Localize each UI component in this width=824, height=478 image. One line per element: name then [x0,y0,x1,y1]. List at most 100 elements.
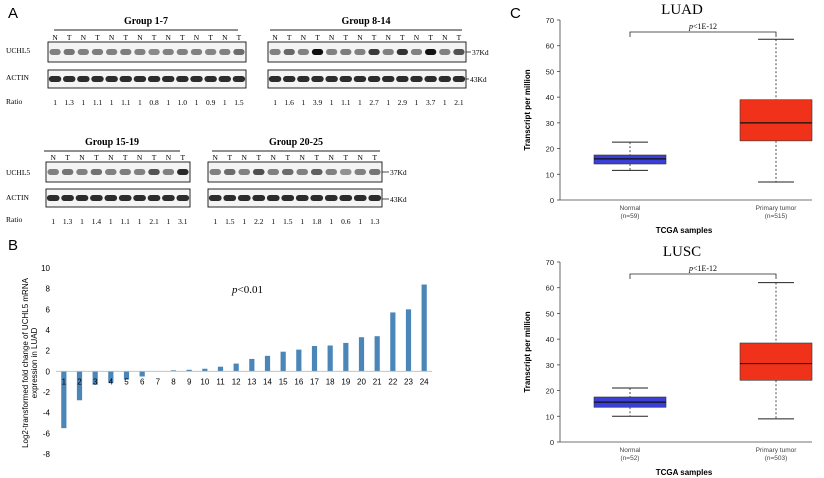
boxplot-ytick: 20 [546,387,554,396]
lane-header: T [95,33,100,42]
actin-band [161,76,175,82]
group1-title: Group 1-7 [124,16,168,27]
uchl5-band [162,169,175,175]
barchart-xtick: 18 [326,377,335,386]
boxplot-ytick: 60 [546,284,554,293]
uchl5-band [91,49,104,55]
ratio-value: 1.3 [370,217,380,226]
actin-band [353,195,367,201]
bar-13 [249,358,255,372]
uchl5-band [340,49,352,55]
lane-header: T [372,33,377,42]
uchl5-band [61,169,74,175]
boxplot-ytick: 40 [546,93,554,102]
ratio-value: 1 [330,98,334,107]
barchart-xtick: 23 [404,377,413,386]
boxplot-pvalue: p<1E-12 [688,264,717,273]
lane-header: T [256,153,261,162]
ratio-values: 1 1.3 1 1.1 1 1.1 1 0.8 1 1.0 1 0.9 1 1.5 1 1.6 1 3.9 1 1.1… [51,98,464,226]
bar-8 [170,370,177,372]
kd43-label-bottom: 43Kd [390,195,407,204]
lusc-boxplot: LUSC 0 10 20 30 40 50 60 70 Transcript per millio… [523,244,813,477]
ratio-value: 1.4 [92,217,102,226]
barchart-ytick: -2 [43,388,51,397]
actin-band [281,195,295,201]
barchart-ytick: 8 [46,285,51,294]
ratio-value: 1.6 [285,98,295,107]
lane-header: T [400,33,405,42]
uchl5-band [396,49,409,55]
actin-band [438,76,452,82]
actin-band [61,195,74,201]
kd37-label-top: 37Kd [472,48,489,57]
ratio-value: 1 [386,98,390,107]
uchl5-band [269,49,281,55]
barchart-xtick: 3 [93,377,98,386]
bar-9 [186,369,192,372]
uchl5-band [424,49,437,55]
boxplot-group-n: (n=515) [765,213,788,220]
uchl5-band [176,49,189,55]
lane-header: T [123,33,128,42]
actin-band [62,76,76,82]
lane-header: N [79,153,85,162]
western-blots [45,41,467,208]
lane-header: N [194,33,200,42]
uchl5-band [453,49,465,55]
ratio-value: 1 [195,98,199,107]
actin-band [252,195,266,201]
lane-header: T [180,33,185,42]
uchl5-band [76,169,88,175]
actin-band [410,76,423,82]
bar-19 [343,342,349,372]
ratio-value: 1.1 [121,217,131,226]
uchl5-band [325,169,338,175]
row-label-ratio-bottom: Ratio [6,215,22,224]
barchart-xtick: 24 [420,377,429,386]
ratio-value: 1 [358,98,362,107]
barchart-ytick: 4 [46,326,51,335]
lane-header: T [314,153,319,162]
uchl5-band [354,169,367,175]
uchl5-band [105,49,118,55]
ratio-value: 0.6 [341,217,351,226]
actin-band [268,76,282,82]
ratio-value: 1 [80,217,84,226]
ratio-value: 1.0 [178,98,188,107]
ratio-value: 1.8 [312,217,322,226]
actin-band [339,76,353,82]
lane-header: T [208,33,213,42]
barchart-xtick: 14 [263,377,272,386]
actin-band [104,195,118,201]
uchl5-band [297,49,310,55]
lane-header: T [152,153,157,162]
barchart-xtick: 8 [171,377,176,386]
ratio-value: 1 [242,217,246,226]
row-label-uchl5-bottom: UCHL5 [6,168,30,177]
barchart-ytick: 2 [46,347,51,356]
boxplot-ytick: 60 [546,42,554,51]
ratio-value: 1 [358,217,362,226]
ratio-value: 3.1 [178,217,188,226]
boxplot-box-normal [593,154,667,165]
barchart-xtick: 22 [388,377,397,386]
actin-band [297,76,310,82]
lane-header: T [372,153,377,162]
uchl5-band [63,49,75,55]
uchl5-band [148,49,160,55]
boxplot-xlabel: TCGA samples [656,226,713,235]
uchl5-band [410,49,423,55]
actin-band [367,76,381,82]
boxplot-group-n: (n=59) [621,213,640,220]
actin-band [353,76,367,82]
actin-band [452,76,466,82]
lane-header: N [137,33,143,42]
lane-header: T [123,153,128,162]
uchl5-band [296,169,309,175]
boxplot-title: LUSC [663,244,701,260]
actin-band [310,195,324,201]
ratio-value: 1 [110,98,114,107]
actin-band [147,76,161,82]
uchl5-band [281,169,294,175]
